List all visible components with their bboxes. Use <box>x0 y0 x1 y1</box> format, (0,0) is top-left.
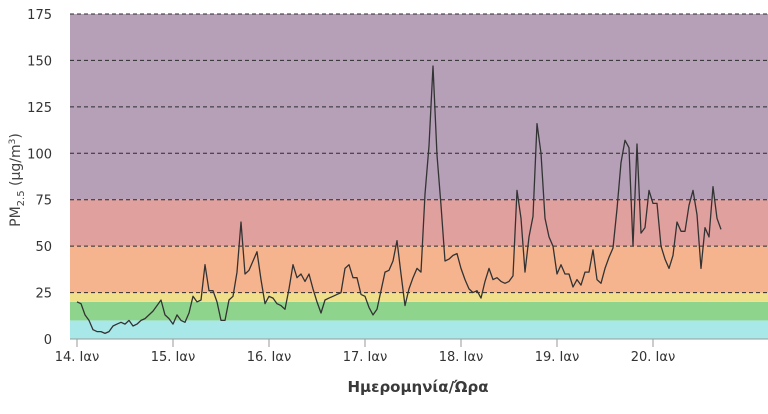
y-tick-label-75: 75 <box>35 194 52 209</box>
y-axis-title-unit-sup: 3 <box>8 139 18 145</box>
y-axis-title-main: PM <box>8 206 24 227</box>
y-tick-label-50: 50 <box>35 240 52 255</box>
x-tick-label-4: 18. Ιαν <box>439 350 483 365</box>
aqi-band-5 <box>70 14 768 200</box>
aqi-band-1 <box>70 301 768 321</box>
y-tick-label-125: 125 <box>27 101 52 116</box>
y-axis-title: PM2.5 (μg/m3) <box>8 133 27 227</box>
x-tick-label-3: 17. Ιαν <box>343 350 387 365</box>
aqi-bands <box>70 14 768 339</box>
y-tick-labels: 0 25 50 75 100 125 150 175 <box>27 8 52 348</box>
x-tick-label-2: 16. Ιαν <box>247 350 291 365</box>
aqi-band-0 <box>70 320 768 339</box>
x-tick-label-0: 14. Ιαν <box>55 350 99 365</box>
y-tick-label-175: 175 <box>27 8 52 23</box>
y-tick-label-0: 0 <box>44 333 52 348</box>
y-tick-label-100: 100 <box>27 147 52 162</box>
y-tick-label-25: 25 <box>35 287 52 302</box>
aqi-band-4 <box>70 199 768 247</box>
x-tick-label-6: 20. Ιαν <box>631 350 675 365</box>
series-line-0 <box>76 65 722 335</box>
series-layer <box>76 65 722 335</box>
y-tick-label-150: 150 <box>27 54 52 69</box>
x-tick-labels: 14. Ιαν 15. Ιαν 16. Ιαν 17. Ιαν 18. Ιαν 19. Ι… <box>55 339 675 365</box>
y-axis-title-sub: 2.5 <box>16 190 27 206</box>
x-tick-label-5: 19. Ιαν <box>535 350 579 365</box>
y-axis-title-unit-pre: (μg/m <box>8 144 24 190</box>
x-axis-title: Ημερομηνία/Ώρα <box>348 378 489 396</box>
aqi-band-2 <box>70 292 768 302</box>
aqi-band-3 <box>70 246 768 293</box>
y-axis-title-unit-post: ) <box>8 133 24 138</box>
x-tick-label-1: 15. Ιαν <box>151 350 195 365</box>
